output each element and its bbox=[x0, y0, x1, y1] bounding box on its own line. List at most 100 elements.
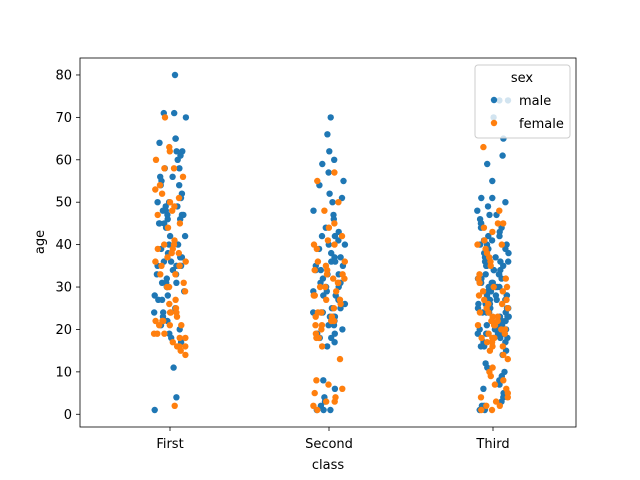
legend-marker-male bbox=[490, 96, 498, 104]
point-male bbox=[155, 220, 163, 227]
point-male bbox=[156, 139, 163, 146]
point-female bbox=[331, 220, 338, 227]
point-male bbox=[328, 334, 335, 342]
point-female bbox=[311, 389, 318, 397]
point-male bbox=[327, 406, 334, 414]
point-female bbox=[173, 343, 181, 350]
point-male bbox=[493, 296, 500, 303]
point-female bbox=[476, 309, 484, 316]
point-male bbox=[155, 296, 162, 303]
point-female bbox=[166, 148, 173, 155]
point-female bbox=[330, 275, 337, 282]
point-female bbox=[171, 402, 178, 409]
point-female bbox=[316, 283, 324, 291]
point-female bbox=[170, 165, 178, 172]
y-tick-label: 80 bbox=[55, 68, 72, 83]
x-axis: First Second Third bbox=[156, 427, 510, 452]
point-male bbox=[324, 131, 331, 138]
y-tick-label: 50 bbox=[55, 196, 72, 211]
point-male bbox=[332, 258, 339, 265]
point-female bbox=[166, 199, 174, 206]
point-male bbox=[165, 241, 173, 248]
point-female bbox=[152, 258, 159, 265]
point-female bbox=[503, 283, 511, 291]
point-male bbox=[325, 169, 332, 176]
point-female bbox=[498, 326, 505, 333]
point-female bbox=[476, 279, 483, 286]
y-tick-label: 20 bbox=[55, 323, 72, 338]
point-female bbox=[504, 394, 511, 401]
point-male bbox=[505, 249, 512, 257]
point-female bbox=[323, 398, 330, 405]
point-female bbox=[180, 279, 187, 286]
point-male bbox=[331, 385, 339, 392]
point-male bbox=[497, 334, 504, 342]
point-female bbox=[474, 241, 481, 248]
point-female bbox=[330, 317, 338, 325]
point-female bbox=[161, 165, 168, 172]
point-male bbox=[176, 182, 183, 189]
point-male bbox=[478, 194, 485, 202]
point-male bbox=[484, 160, 491, 168]
point-female bbox=[318, 343, 326, 350]
point-female bbox=[504, 355, 511, 363]
y-axis-label: age bbox=[33, 230, 48, 254]
point-male bbox=[489, 194, 496, 202]
point-female bbox=[314, 406, 321, 414]
point-female bbox=[182, 258, 189, 265]
point-male bbox=[331, 156, 338, 163]
point-male bbox=[171, 71, 179, 79]
point-female bbox=[474, 322, 482, 329]
point-male bbox=[499, 152, 506, 159]
point-male bbox=[492, 254, 499, 261]
point-female bbox=[166, 300, 173, 308]
y-tick-label: 60 bbox=[55, 153, 72, 168]
point-male bbox=[171, 109, 178, 117]
point-female bbox=[337, 300, 344, 308]
point-male bbox=[320, 406, 327, 414]
point-male bbox=[331, 330, 338, 337]
point-female bbox=[310, 292, 317, 299]
point-female bbox=[181, 288, 189, 295]
point-male bbox=[317, 266, 324, 274]
point-female bbox=[176, 262, 183, 269]
point-female bbox=[176, 334, 183, 342]
point-male bbox=[335, 237, 342, 244]
point-female bbox=[176, 220, 184, 227]
point-female bbox=[489, 228, 496, 236]
point-female bbox=[169, 207, 176, 214]
point-male bbox=[151, 292, 158, 299]
point-female bbox=[487, 372, 494, 380]
point-female bbox=[500, 351, 507, 359]
point-female bbox=[336, 355, 344, 363]
point-male bbox=[329, 199, 336, 206]
point-female bbox=[488, 406, 496, 414]
legend-marker-female bbox=[490, 119, 498, 127]
point-female bbox=[177, 347, 184, 354]
point-female bbox=[175, 249, 182, 257]
point-female bbox=[313, 334, 320, 342]
point-female bbox=[341, 258, 348, 265]
point-female bbox=[323, 271, 331, 278]
y-tick-label: 0 bbox=[64, 408, 72, 423]
y-tick-label: 10 bbox=[55, 365, 72, 380]
point-female bbox=[164, 254, 171, 261]
point-male bbox=[340, 177, 347, 185]
y-tick-label: 40 bbox=[55, 238, 72, 253]
point-male bbox=[496, 381, 503, 388]
point-female bbox=[499, 343, 506, 350]
point-female bbox=[154, 330, 161, 337]
point-female bbox=[182, 334, 189, 342]
point-male bbox=[181, 232, 189, 240]
point-male bbox=[151, 406, 158, 414]
point-male bbox=[331, 232, 339, 240]
point-male bbox=[173, 148, 180, 155]
point-female bbox=[158, 190, 166, 197]
point-female bbox=[334, 279, 342, 286]
point-female bbox=[182, 343, 189, 350]
point-male bbox=[474, 330, 481, 337]
point-female bbox=[323, 296, 330, 303]
point-female bbox=[173, 313, 181, 320]
point-male bbox=[176, 165, 183, 172]
point-male bbox=[341, 241, 349, 248]
